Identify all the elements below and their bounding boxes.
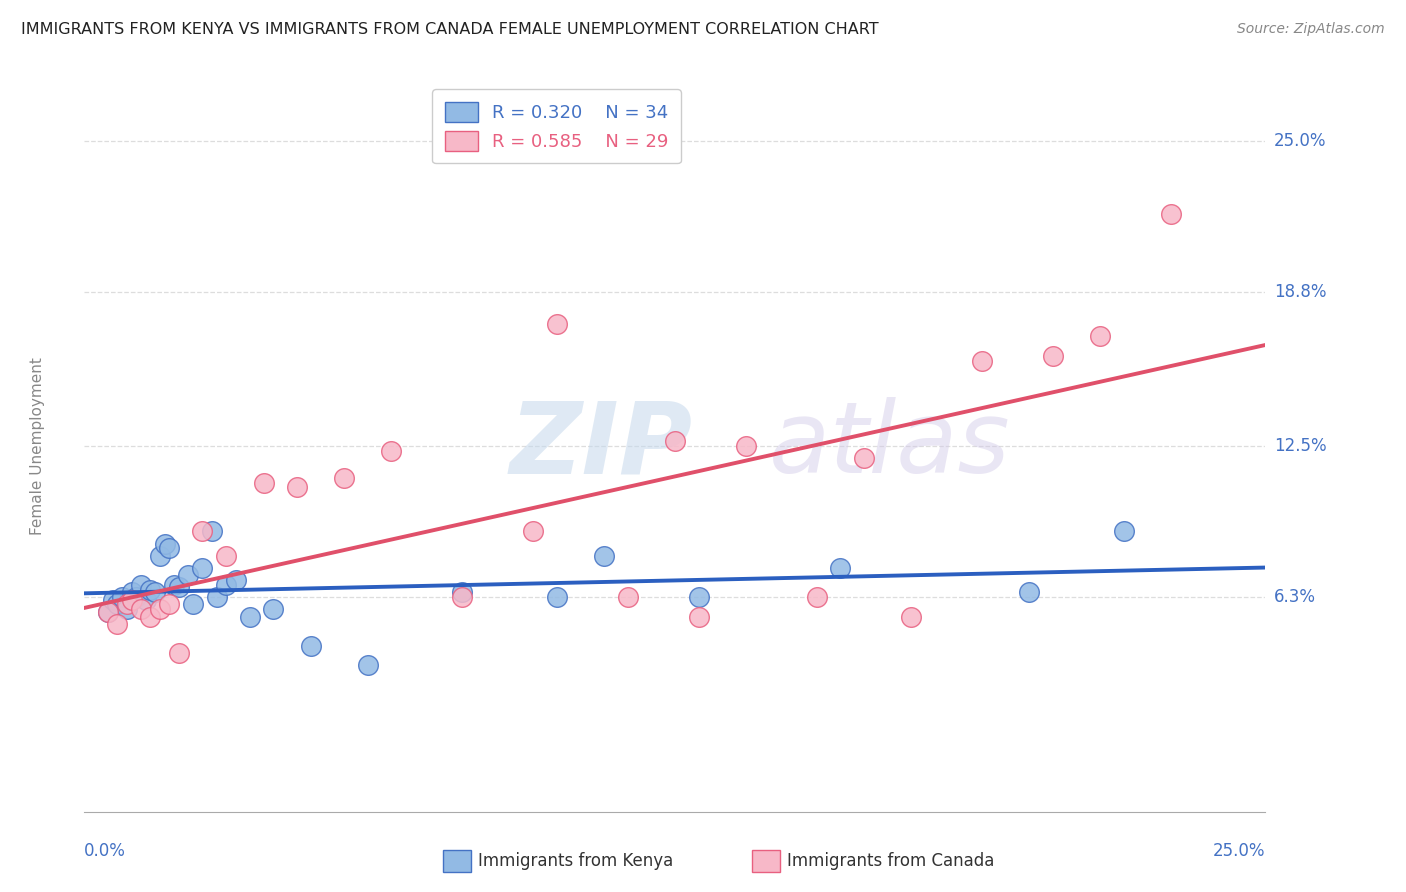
Point	[201, 524, 224, 539]
Point	[734, 439, 756, 453]
Point	[333, 471, 356, 485]
Point	[205, 590, 228, 604]
Point	[177, 568, 200, 582]
Point	[121, 592, 143, 607]
Point	[830, 561, 852, 575]
Text: 0.0%: 0.0%	[84, 842, 127, 860]
Point	[149, 549, 172, 563]
Point	[97, 605, 120, 619]
Point	[157, 598, 180, 612]
Text: Immigrants from Kenya: Immigrants from Kenya	[478, 852, 673, 871]
Point	[688, 590, 710, 604]
Point	[380, 443, 402, 458]
Point	[616, 590, 638, 604]
Point	[167, 581, 190, 595]
Text: Source: ZipAtlas.com: Source: ZipAtlas.com	[1237, 22, 1385, 37]
Text: atlas: atlas	[769, 398, 1011, 494]
Point	[852, 451, 875, 466]
Text: Immigrants from Canada: Immigrants from Canada	[787, 852, 994, 871]
Point	[1088, 329, 1111, 343]
Point	[111, 590, 134, 604]
Point	[451, 585, 474, 599]
Point	[299, 639, 322, 653]
Legend: R = 0.320    N = 34, R = 0.585    N = 29: R = 0.320 N = 34, R = 0.585 N = 29	[433, 89, 681, 163]
Point	[664, 434, 686, 449]
Point	[107, 617, 129, 632]
Text: 18.8%: 18.8%	[1274, 284, 1326, 301]
Text: 25.0%: 25.0%	[1213, 842, 1265, 860]
Point	[143, 585, 166, 599]
Point	[688, 609, 710, 624]
Point	[262, 602, 284, 616]
Point	[806, 590, 828, 604]
Point	[451, 590, 474, 604]
Point	[129, 602, 152, 616]
Point	[97, 605, 120, 619]
Point	[101, 592, 124, 607]
Point	[153, 536, 176, 550]
Point	[225, 573, 247, 587]
Point	[167, 646, 190, 660]
Point	[1112, 524, 1135, 539]
Point	[181, 598, 204, 612]
Point	[593, 549, 616, 563]
Point	[121, 585, 143, 599]
Text: 6.3%: 6.3%	[1274, 588, 1316, 607]
Point	[357, 658, 380, 673]
Point	[125, 590, 148, 604]
Point	[970, 353, 993, 368]
Point	[129, 578, 152, 592]
Point	[546, 590, 568, 604]
Point	[139, 609, 162, 624]
Point	[215, 549, 238, 563]
Point	[139, 582, 162, 597]
Point	[285, 480, 308, 494]
Point	[191, 524, 214, 539]
Point	[900, 609, 922, 624]
Point	[115, 602, 138, 616]
Point	[239, 609, 262, 624]
Point	[253, 475, 276, 490]
Point	[163, 578, 186, 592]
Point	[522, 524, 544, 539]
Point	[135, 592, 157, 607]
Point	[157, 541, 180, 556]
Point	[191, 561, 214, 575]
Text: ZIP: ZIP	[509, 398, 693, 494]
Point	[546, 317, 568, 331]
Point	[149, 602, 172, 616]
Point	[1018, 585, 1040, 599]
Point	[215, 578, 238, 592]
Point	[1160, 207, 1182, 221]
Text: IMMIGRANTS FROM KENYA VS IMMIGRANTS FROM CANADA FEMALE UNEMPLOYMENT CORRELATION : IMMIGRANTS FROM KENYA VS IMMIGRANTS FROM…	[21, 22, 879, 37]
Point	[107, 598, 129, 612]
Text: 12.5%: 12.5%	[1274, 437, 1326, 455]
Point	[115, 598, 138, 612]
Point	[1042, 349, 1064, 363]
Text: Female Unemployment: Female Unemployment	[30, 357, 45, 535]
Text: 25.0%: 25.0%	[1274, 132, 1326, 150]
